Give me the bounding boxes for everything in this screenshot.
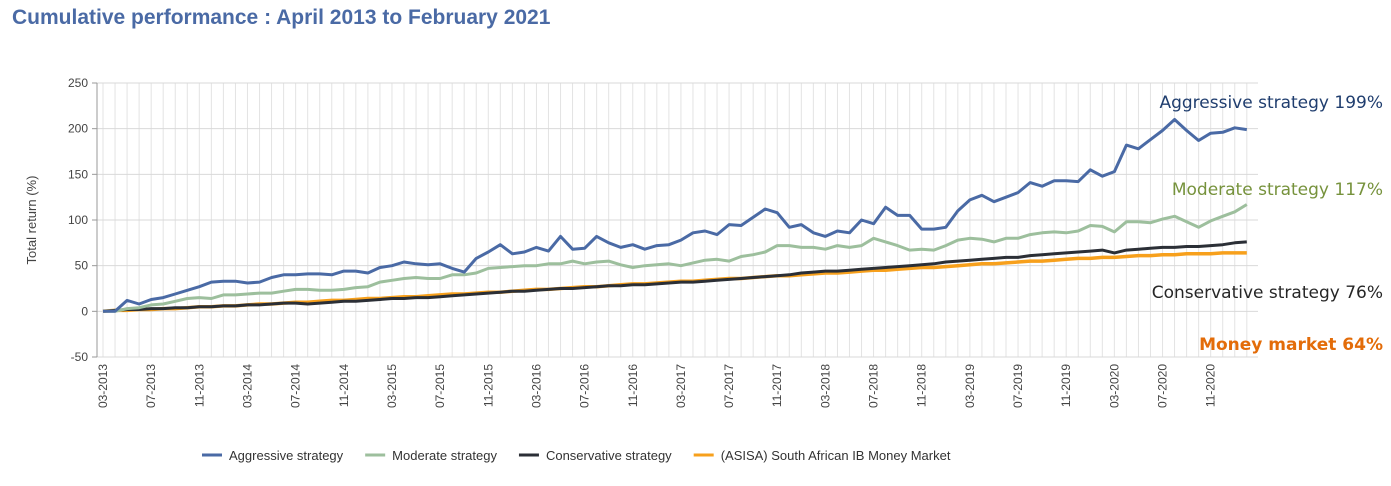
y-tick-label: 50 bbox=[75, 259, 89, 273]
x-tick-label: 11-2014 bbox=[337, 364, 351, 407]
x-tick-label: 07-2015 bbox=[433, 364, 447, 408]
end-label: Aggressive strategy 199% bbox=[1159, 93, 1383, 113]
end-label: Money market 64% bbox=[1199, 335, 1383, 355]
x-tick-label: 07-2019 bbox=[1011, 364, 1025, 408]
x-tick-label: 07-2014 bbox=[289, 364, 303, 408]
x-tick-label: 07-2016 bbox=[578, 364, 592, 408]
legend-label: Moderate strategy bbox=[392, 448, 497, 463]
x-tick-label: 11-2020 bbox=[1204, 364, 1218, 407]
x-tick-label: 11-2017 bbox=[770, 364, 784, 407]
y-tick-label: 250 bbox=[68, 76, 88, 90]
series-line-conservative-strategy bbox=[102, 240, 1247, 313]
x-tick-label: 11-2016 bbox=[626, 364, 640, 407]
x-tick-label: 03-2015 bbox=[385, 364, 399, 408]
x-tick-label: 03-2017 bbox=[674, 364, 688, 408]
x-tick-label: 07-2013 bbox=[144, 364, 158, 408]
legend-label: Conservative strategy bbox=[546, 448, 672, 463]
series-line-aggressive-strategy bbox=[103, 118, 1248, 313]
x-tick-label: 03-2018 bbox=[818, 364, 832, 408]
x-tick-label: 03-2013 bbox=[96, 364, 110, 408]
x-tick-label: 11-2019 bbox=[1059, 364, 1073, 407]
x-tick-label: 11-2013 bbox=[192, 364, 206, 407]
x-tick-label: 03-2014 bbox=[240, 364, 254, 408]
x-tick-label: 03-2019 bbox=[963, 364, 977, 408]
x-tick-label: 07-2018 bbox=[867, 364, 881, 408]
legend-label: (ASISA) South African IB Money Market bbox=[721, 448, 951, 463]
x-tick-label: 07-2017 bbox=[722, 364, 736, 408]
y-tick-label: 200 bbox=[68, 122, 88, 136]
x-tick-label: 03-2016 bbox=[529, 364, 543, 408]
y-tick-label: 150 bbox=[68, 167, 88, 181]
x-tick-label: 11-2015 bbox=[481, 364, 495, 407]
x-tick-label: 03-2020 bbox=[1107, 364, 1121, 408]
y-tick-label: 100 bbox=[68, 213, 88, 227]
y-tick-label: 0 bbox=[81, 304, 88, 318]
y-axis-label: Total return (%) bbox=[24, 176, 39, 265]
end-label: Moderate strategy 117% bbox=[1172, 180, 1383, 200]
x-tick-label: 07-2020 bbox=[1156, 364, 1170, 408]
y-tick-label: -50 bbox=[71, 350, 89, 364]
legend-label: Aggressive strategy bbox=[229, 448, 344, 463]
end-label: Conservative strategy 76% bbox=[1152, 283, 1383, 303]
chart-title: Cumulative performance : April 2013 to F… bbox=[12, 6, 551, 29]
series-line-moderate-strategy bbox=[103, 203, 1248, 313]
x-tick-label: 11-2018 bbox=[915, 364, 929, 407]
